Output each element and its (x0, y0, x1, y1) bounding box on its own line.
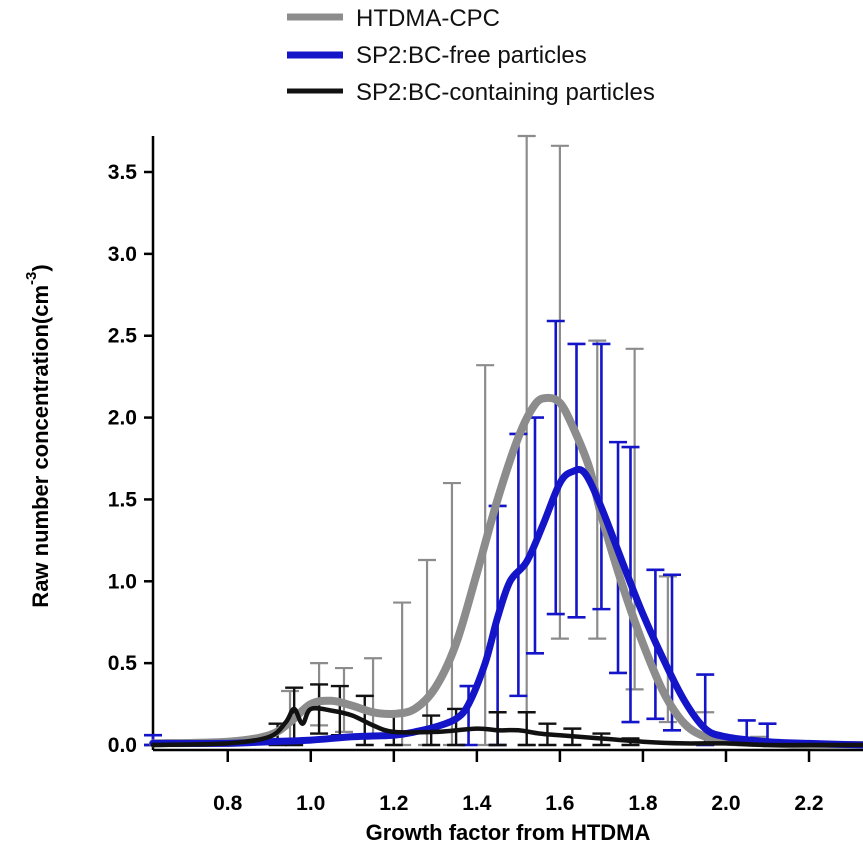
series-lines (149, 393, 863, 750)
legend-label-htdma-cpc: HTDMA-CPC (356, 5, 500, 32)
error-bar (442, 481, 461, 747)
y-tick-label: 0.0 (108, 734, 137, 757)
y-tick-label: 3.5 (108, 161, 138, 184)
x-ticks: 0.8 1.0 1.2 1.4 1.6 1.8 2.0 2.2 (213, 750, 824, 815)
series-line-bc-free (149, 466, 863, 749)
error-bar (567, 342, 586, 619)
x-tick-label: 1.8 (628, 792, 658, 815)
svg-text:Raw number concentration(cm-3): Raw number concentration(cm-3) (23, 264, 53, 607)
x-tick-label: 2.0 (711, 792, 740, 815)
series-line-bc-containing (150, 705, 863, 748)
x-axis-title: Growth factor from HTDMA (366, 820, 651, 845)
y-tick-label: 1.5 (108, 488, 138, 511)
axes (151, 136, 863, 752)
y-tick-label: 2.5 (108, 325, 138, 348)
y-axis-title-close: ) (28, 264, 53, 271)
series-line-htdma-cpc (149, 393, 863, 750)
legend-item-bc-free: SP2:BC-free particles (287, 42, 587, 69)
error-bar (418, 558, 437, 747)
error-bar (592, 342, 611, 611)
x-tick-label: 1.4 (462, 792, 492, 815)
y-axis-title: Raw number concentration(cm-3) (23, 264, 53, 607)
y-tick-label: 0.5 (108, 652, 138, 675)
error-bar (546, 319, 565, 616)
legend-item-bc-containing: SP2:BC-containing particles (287, 79, 655, 106)
error-bar (550, 144, 569, 640)
legend-label-bc-free: SP2:BC-free particles (356, 42, 587, 69)
y-tick-label: 3.0 (108, 243, 137, 266)
y-ticks: 0.0 0.5 1.0 1.5 2.0 2.5 3.0 3.5 (108, 161, 153, 757)
x-tick-label: 2.2 (794, 792, 823, 815)
legend-item-htdma-cpc: HTDMA-CPC (287, 5, 500, 32)
x-tick-label: 0.8 (213, 792, 243, 815)
error-bar (393, 601, 412, 747)
y-tick-label: 2.0 (108, 407, 137, 430)
error-bar (517, 711, 536, 747)
error-bars (144, 134, 777, 747)
x-tick-label: 1.2 (379, 792, 408, 815)
x-tick-label: 1.0 (296, 792, 325, 815)
x-tick-label: 1.6 (545, 792, 574, 815)
y-tick-label: 1.0 (108, 570, 137, 593)
legend-label-bc-containing: SP2:BC-containing particles (356, 79, 655, 106)
legend: HTDMA-CPC SP2:BC-free particles SP2:BC-c… (287, 5, 655, 106)
y-axis-title-main: Raw number concentration(cm (28, 285, 53, 608)
y-axis-title-superscript: -3 (23, 272, 40, 285)
